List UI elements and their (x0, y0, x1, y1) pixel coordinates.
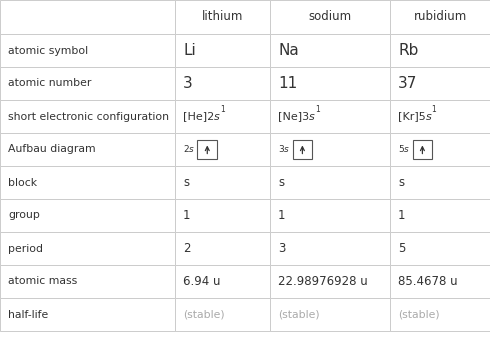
Text: 3: 3 (183, 76, 193, 91)
Bar (270, 199, 390, 232)
Bar (175, 265, 270, 298)
Text: lithium: lithium (202, 10, 243, 24)
Bar (270, 298, 390, 331)
Bar (0, 166, 175, 199)
Text: s: s (398, 176, 404, 189)
Text: 6.94 u: 6.94 u (183, 275, 220, 288)
Bar (390, 166, 490, 199)
Bar (390, 265, 490, 298)
Text: s: s (278, 176, 284, 189)
Text: s: s (284, 145, 289, 154)
Bar (0, 199, 175, 232)
Text: 5: 5 (398, 242, 405, 255)
Text: group: group (8, 211, 40, 220)
Text: 3: 3 (278, 145, 284, 154)
Bar (270, 265, 390, 298)
Text: 85.4678 u: 85.4678 u (398, 275, 458, 288)
Bar (270, 67, 390, 100)
Bar (0, 133, 175, 166)
Text: [He]2: [He]2 (183, 112, 214, 121)
Bar (175, 199, 270, 232)
Bar (0, 34, 175, 67)
Text: s: s (183, 176, 189, 189)
Bar (0, 67, 175, 100)
Text: s: s (214, 112, 220, 121)
Bar (390, 232, 490, 265)
Bar (270, 166, 390, 199)
Text: 1: 1 (398, 209, 406, 222)
Text: period: period (8, 243, 43, 254)
Text: 11: 11 (278, 76, 297, 91)
Bar (0, 100, 175, 133)
Bar (390, 34, 490, 67)
Bar (270, 34, 390, 67)
Text: atomic number: atomic number (8, 78, 91, 89)
Bar (0, 298, 175, 331)
Bar (0, 0, 175, 34)
Text: [Ne]3: [Ne]3 (278, 112, 309, 121)
Text: 37: 37 (398, 76, 417, 91)
Bar (390, 199, 490, 232)
Text: block: block (8, 177, 37, 188)
Bar (175, 232, 270, 265)
Text: (stable): (stable) (183, 310, 224, 319)
Bar (175, 67, 270, 100)
Bar (175, 166, 270, 199)
Text: Aufbau diagram: Aufbau diagram (8, 145, 96, 154)
Bar (390, 100, 490, 133)
Text: half-life: half-life (8, 310, 48, 319)
Bar (0, 265, 175, 298)
Text: s: s (404, 145, 409, 154)
Bar (175, 0, 270, 34)
Bar (175, 100, 270, 133)
Text: Li: Li (183, 43, 196, 58)
Bar (390, 0, 490, 34)
Text: 1: 1 (220, 105, 225, 114)
Text: 3: 3 (278, 242, 285, 255)
Bar (390, 133, 490, 166)
Bar (270, 0, 390, 34)
Text: 5: 5 (398, 145, 404, 154)
Text: [Kr]5: [Kr]5 (398, 112, 426, 121)
Bar (413, 140, 432, 160)
Bar (270, 100, 390, 133)
Bar (175, 298, 270, 331)
Text: atomic mass: atomic mass (8, 276, 77, 287)
Bar (293, 140, 312, 160)
Bar (175, 34, 270, 67)
Text: sodium: sodium (308, 10, 351, 24)
Text: (stable): (stable) (278, 310, 319, 319)
Text: rubidium: rubidium (414, 10, 466, 24)
Text: 1: 1 (278, 209, 286, 222)
Bar (175, 133, 270, 166)
Text: atomic symbol: atomic symbol (8, 46, 88, 55)
Text: short electronic configuration: short electronic configuration (8, 112, 169, 121)
Text: 1: 1 (183, 209, 191, 222)
Text: s: s (309, 112, 315, 121)
Text: (stable): (stable) (398, 310, 440, 319)
Bar (390, 298, 490, 331)
Text: 22.98976928 u: 22.98976928 u (278, 275, 368, 288)
Text: 2: 2 (183, 145, 189, 154)
Text: 1: 1 (432, 105, 436, 114)
Text: 2: 2 (183, 242, 191, 255)
Bar (270, 133, 390, 166)
Text: Rb: Rb (398, 43, 418, 58)
Text: s: s (189, 145, 194, 154)
Text: 1: 1 (315, 105, 319, 114)
Bar (270, 232, 390, 265)
Text: Na: Na (278, 43, 299, 58)
Bar (0, 232, 175, 265)
Text: s: s (426, 112, 432, 121)
Bar (197, 140, 217, 160)
Bar (390, 67, 490, 100)
